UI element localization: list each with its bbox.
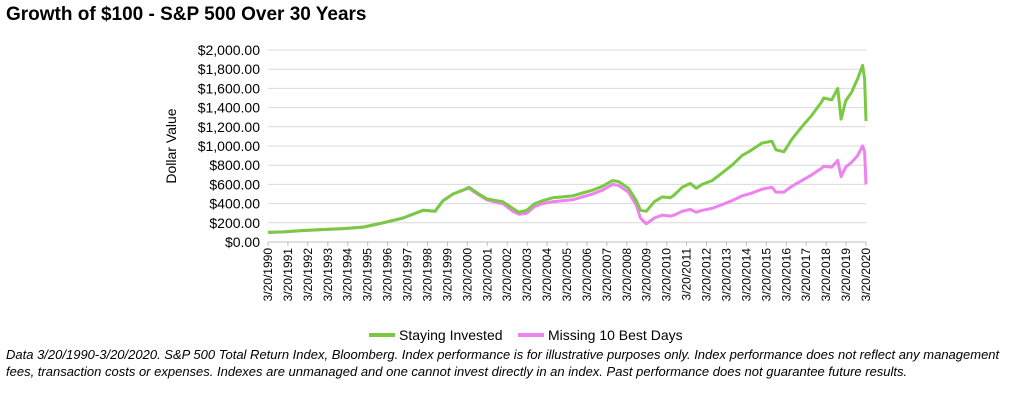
series-line-staying-invested <box>267 63 868 234</box>
x-tick-label: 3/20/2003 <box>520 248 534 302</box>
y-axis-label: Dollar Value <box>163 108 179 183</box>
x-tick-label: 3/20/1991 <box>281 248 295 302</box>
x-tick-label: 3/20/2009 <box>640 248 654 302</box>
series-line-missing-10-best-days <box>267 144 868 234</box>
x-tick-label: 3/20/2020 <box>859 248 873 302</box>
x-tick-label: 3/20/1998 <box>420 248 434 302</box>
x-tick-label: 3/20/1999 <box>440 248 454 302</box>
x-tick-label: 3/20/2000 <box>460 248 474 302</box>
line-chart: $0.00 $200.00 $400.00 $600.00 $800.00 $1,000.… <box>163 42 873 343</box>
x-tick-label: 3/20/2014 <box>739 248 753 302</box>
y-tick-label: $0.00 <box>225 234 260 250</box>
x-tick-label: 3/20/2016 <box>779 248 793 302</box>
y-tick-label: $1,800.00 <box>198 61 260 77</box>
x-tick-label: 3/20/1997 <box>401 248 415 302</box>
x-axis-ticks: 3/20/1990 3/20/1991 3/20/1992 3/20/1993 3/20… <box>261 242 873 301</box>
x-tick-label: 3/20/1995 <box>361 248 375 302</box>
x-tick-label: 3/20/1992 <box>301 248 315 302</box>
y-tick-label: $800.00 <box>209 157 260 173</box>
x-tick-label: 3/20/2004 <box>540 248 554 302</box>
series <box>267 63 868 234</box>
y-axis-ticks: $0.00 $200.00 $400.00 $600.00 $800.00 $1,000.… <box>198 42 261 250</box>
y-tick-label: $1,600.00 <box>198 80 260 96</box>
footnote: Data 3/20/1990-3/20/2020. S&P 500 Total … <box>6 347 1000 379</box>
x-tick-label: 3/20/2019 <box>839 248 853 302</box>
x-tick-label: 3/20/2010 <box>660 248 674 302</box>
x-tick-label: 3/20/1994 <box>341 248 355 302</box>
legend-label-missing-10-best-days: Missing 10 Best Days <box>548 327 683 343</box>
y-tick-label: $1,400.00 <box>198 100 260 116</box>
x-tick-label: 3/20/2012 <box>700 248 714 302</box>
x-tick-label: 3/20/2013 <box>719 248 733 302</box>
x-tick-label: 3/20/1990 <box>261 248 275 302</box>
x-tick-label: 3/20/2005 <box>560 248 574 302</box>
x-tick-label: 3/20/2017 <box>799 248 813 302</box>
x-tick-label: 3/20/2015 <box>759 248 773 302</box>
y-tick-label: $2,000.00 <box>198 42 260 58</box>
y-tick-label: $1,200.00 <box>198 119 260 135</box>
grid <box>268 49 866 224</box>
x-tick-label: 3/20/1996 <box>381 248 395 302</box>
legend: Staying Invested Missing 10 Best Days <box>369 327 683 343</box>
x-tick-label: 3/20/2011 <box>680 248 694 301</box>
y-tick-label: $600.00 <box>209 176 260 192</box>
y-tick-label: $400.00 <box>209 196 260 212</box>
legend-label-staying-invested: Staying Invested <box>399 327 503 343</box>
x-tick-label: 3/20/1993 <box>321 248 335 302</box>
x-tick-label: 3/20/2008 <box>620 248 634 302</box>
chart-title: Growth of $100 - S&P 500 Over 30 Years <box>6 4 367 25</box>
x-tick-label: 3/20/2007 <box>600 248 614 302</box>
x-tick-label: 3/20/2001 <box>480 248 494 302</box>
y-tick-label: $1,000.00 <box>198 138 260 154</box>
x-tick-label: 3/20/2018 <box>819 248 833 302</box>
y-tick-label: $200.00 <box>209 215 260 231</box>
x-tick-label: 3/20/2006 <box>580 248 594 302</box>
x-tick-label: 3/20/2002 <box>500 248 514 302</box>
